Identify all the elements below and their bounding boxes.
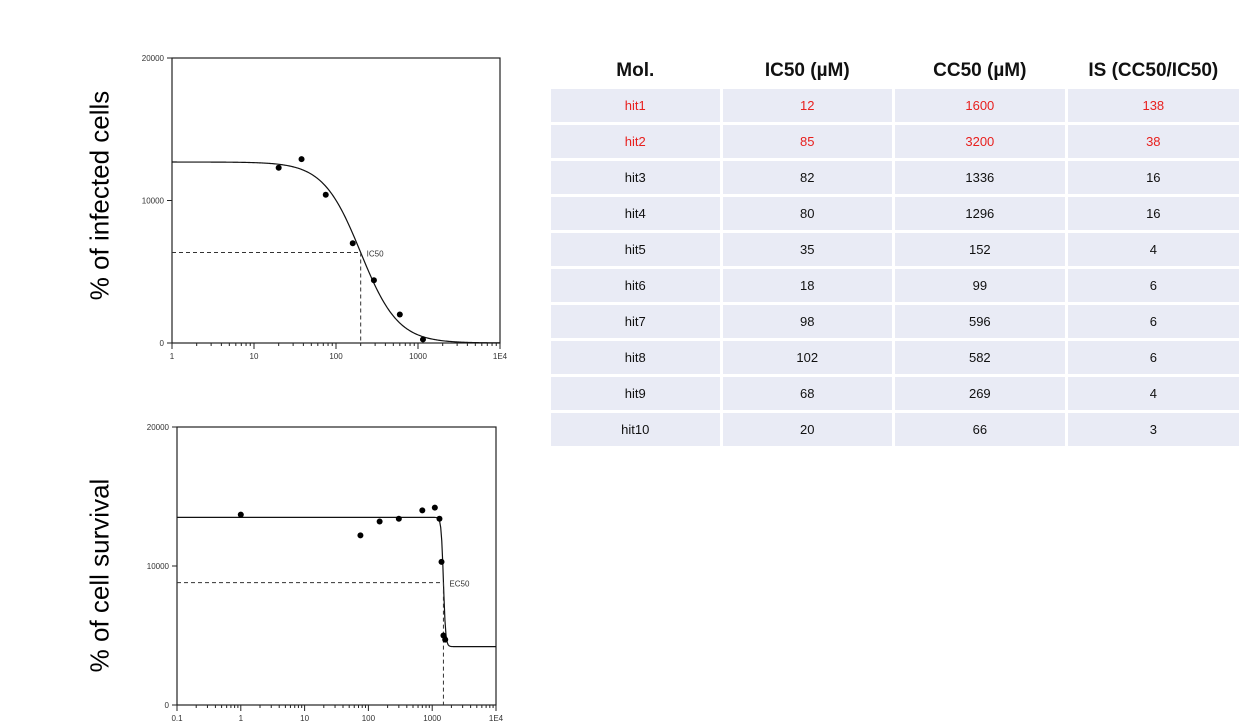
y-tick-label: 10000 bbox=[147, 562, 170, 571]
cell-cc50: 596 bbox=[895, 305, 1065, 338]
cell-mol: hit6 bbox=[551, 269, 720, 302]
data-point bbox=[395, 515, 402, 522]
cell-mol: hit8 bbox=[551, 341, 720, 374]
cell-cc50: 582 bbox=[895, 341, 1065, 374]
cell-mol: hit2 bbox=[551, 125, 720, 158]
cell-is: 3 bbox=[1067, 413, 1239, 446]
table-row: hit8 102 582 6 bbox=[551, 341, 1239, 374]
x-tick-label: 10 bbox=[300, 714, 309, 721]
table-header-row: Mol. IC50 (µM) CC50 (µM) IS (CC50/IC50) bbox=[551, 56, 1239, 86]
x-tick-label: 1 bbox=[170, 352, 175, 361]
cell-ic50: 82 bbox=[722, 161, 893, 194]
cell-cc50: 1336 bbox=[895, 161, 1065, 194]
data-point bbox=[436, 515, 443, 522]
data-point bbox=[275, 164, 282, 171]
table-row: hit3 82 1336 16 bbox=[551, 161, 1239, 194]
cell-mol: hit7 bbox=[551, 305, 720, 338]
cell-is: 4 bbox=[1067, 233, 1239, 266]
data-point bbox=[237, 511, 244, 518]
fit-curve bbox=[172, 161, 500, 344]
cell-ic50: 68 bbox=[722, 377, 893, 410]
cell-mol: hit9 bbox=[551, 377, 720, 410]
cell-ic50: 20 bbox=[722, 413, 893, 446]
data-point bbox=[438, 558, 445, 565]
dose-response-chart-infection: 0 10000 20000 1 10 100 1000 1E4 IC50 bbox=[142, 54, 508, 361]
x-tick-label: 100 bbox=[362, 714, 376, 721]
table-row: hit9 68 269 4 bbox=[551, 377, 1239, 410]
x-tick-label: 1000 bbox=[423, 714, 441, 721]
cell-mol: hit3 bbox=[551, 161, 720, 194]
plot-frame bbox=[176, 426, 497, 706]
cell-cc50: 99 bbox=[895, 269, 1065, 302]
cell-is: 6 bbox=[1067, 341, 1239, 374]
x-tick-label: 1E4 bbox=[493, 352, 508, 361]
data-point bbox=[431, 504, 438, 511]
x-tick-label: 1E4 bbox=[489, 714, 504, 721]
cell-cc50: 269 bbox=[895, 377, 1065, 410]
hits-table: Mol. IC50 (µM) CC50 (µM) IS (CC50/IC50) … bbox=[548, 53, 1242, 449]
x-tick-label: 1000 bbox=[409, 352, 427, 361]
cell-is: 16 bbox=[1067, 197, 1239, 230]
cell-ic50: 85 bbox=[722, 125, 893, 158]
data-point bbox=[442, 636, 449, 643]
cell-cc50: 66 bbox=[895, 413, 1065, 446]
table-row: hit4 80 1296 16 bbox=[551, 197, 1239, 230]
table-row: hit5 35 152 4 bbox=[551, 233, 1239, 266]
cell-ic50: 98 bbox=[722, 305, 893, 338]
cell-is: 138 bbox=[1067, 89, 1239, 122]
cell-is: 16 bbox=[1067, 161, 1239, 194]
cell-mol: hit10 bbox=[551, 413, 720, 446]
column-header-mol: Mol. bbox=[551, 56, 720, 86]
fit-curve bbox=[177, 516, 496, 648]
cell-is: 6 bbox=[1067, 269, 1239, 302]
data-point bbox=[298, 156, 305, 163]
data-point bbox=[376, 518, 383, 525]
data-point bbox=[322, 191, 329, 198]
y-tick-label: 0 bbox=[160, 339, 165, 348]
dose-response-chart-survival: 0 10000 20000 0.1 1 10 100 1000 1E4 EC50 bbox=[147, 423, 504, 721]
cell-is: 38 bbox=[1067, 125, 1239, 158]
reference-label: EC50 bbox=[449, 580, 470, 589]
y-tick-label: 0 bbox=[165, 701, 170, 710]
data-point bbox=[370, 277, 377, 284]
reference-label: IC50 bbox=[367, 250, 384, 259]
table-row: hit10 20 66 3 bbox=[551, 413, 1239, 446]
column-header-cc50: CC50 (µM) bbox=[895, 56, 1065, 86]
data-point bbox=[419, 507, 426, 514]
cell-ic50: 80 bbox=[722, 197, 893, 230]
cell-mol: hit5 bbox=[551, 233, 720, 266]
data-point bbox=[349, 240, 356, 247]
data-point bbox=[357, 532, 364, 539]
cell-is: 4 bbox=[1067, 377, 1239, 410]
x-tick-label: 0.1 bbox=[171, 714, 183, 721]
table-row: hit6 18 99 6 bbox=[551, 269, 1239, 302]
cell-ic50: 35 bbox=[722, 233, 893, 266]
cell-cc50: 152 bbox=[895, 233, 1065, 266]
data-point bbox=[396, 311, 403, 318]
y-tick-label: 10000 bbox=[142, 197, 165, 206]
cell-is: 6 bbox=[1067, 305, 1239, 338]
cell-ic50: 102 bbox=[722, 341, 893, 374]
cell-mol: hit1 bbox=[551, 89, 720, 122]
x-tick-label: 1 bbox=[239, 714, 244, 721]
data-point bbox=[419, 336, 426, 343]
x-tick-label: 100 bbox=[329, 352, 343, 361]
y-tick-label: 20000 bbox=[147, 423, 170, 432]
cell-cc50: 1296 bbox=[895, 197, 1065, 230]
cell-cc50: 3200 bbox=[895, 125, 1065, 158]
cell-ic50: 12 bbox=[722, 89, 893, 122]
table-row: hit2 85 3200 38 bbox=[551, 125, 1239, 158]
cell-mol: hit4 bbox=[551, 197, 720, 230]
table-row: hit1 12 1600 138 bbox=[551, 89, 1239, 122]
cell-cc50: 1600 bbox=[895, 89, 1065, 122]
cell-ic50: 18 bbox=[722, 269, 893, 302]
x-tick-label: 10 bbox=[250, 352, 259, 361]
column-header-ic50: IC50 (µM) bbox=[722, 56, 893, 86]
table-row: hit7 98 596 6 bbox=[551, 305, 1239, 338]
column-header-is: IS (CC50/IC50) bbox=[1067, 56, 1239, 86]
y-tick-label: 20000 bbox=[142, 54, 165, 63]
